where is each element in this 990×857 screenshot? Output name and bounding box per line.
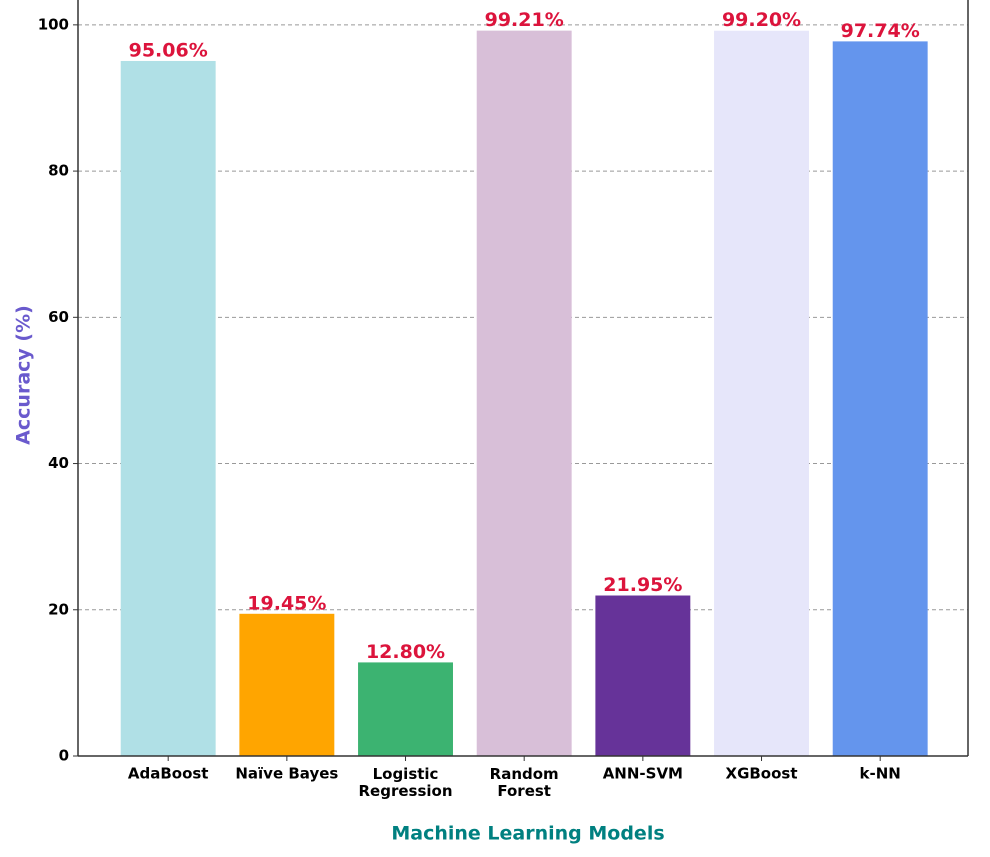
bar [358, 662, 453, 756]
x-axis-label: Machine Learning Models [391, 823, 664, 845]
x-tick-label: XGBoost [726, 765, 798, 783]
y-tick-label: 0 [59, 747, 69, 765]
x-tick-label: Logistic Regression [359, 765, 453, 800]
y-tick-label: 100 [38, 15, 69, 33]
value-label: 19.45% [247, 592, 326, 614]
bar [476, 30, 572, 756]
x-tick-label: Naïve Bayes [235, 765, 338, 783]
x-tick-label: ANN-SVM [603, 765, 683, 783]
value-label: 97.74% [841, 20, 920, 42]
value-label: 21.95% [603, 574, 682, 596]
y-tick-label: 20 [48, 600, 69, 618]
value-label: 12.80% [366, 641, 445, 663]
value-label: 95.06% [129, 39, 208, 61]
x-tick-label: k-NN [860, 765, 901, 783]
x-tick-label: Random Forest [490, 765, 559, 800]
value-label: 99.21% [485, 9, 564, 31]
y-axis-label: Accuracy (%) [13, 305, 35, 445]
value-label: 99.20% [722, 9, 801, 31]
x-tick-label: AdaBoost [128, 765, 209, 783]
y-tick-label: 60 [48, 308, 69, 326]
bar [714, 30, 809, 756]
y-tick-label: 80 [48, 162, 69, 180]
bar [595, 595, 691, 756]
y-tick-label: 40 [48, 454, 69, 472]
bar [239, 613, 335, 756]
bar [120, 60, 216, 757]
bar [832, 41, 928, 757]
